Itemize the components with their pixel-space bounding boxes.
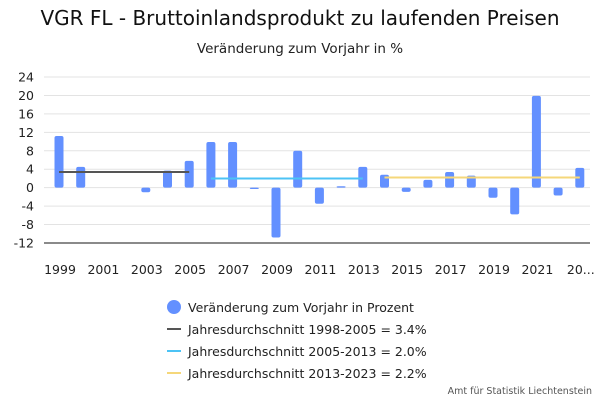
- y-tick-label: 8: [26, 143, 34, 158]
- bar-1999: [54, 136, 64, 188]
- bar-2007: [228, 142, 238, 188]
- legend-item-bars[interactable]: Veränderung zum Vorjahr in Prozent: [166, 296, 427, 318]
- x-tick-label: 2009: [261, 262, 293, 277]
- y-tick-label: 0: [26, 180, 34, 195]
- y-tick-label: 16: [18, 106, 34, 121]
- y-tick-label: 4: [26, 162, 34, 177]
- bar-2017: [445, 171, 455, 188]
- bar-2021: [531, 95, 541, 188]
- bar-2022: [553, 187, 563, 196]
- legend-label: Jahresdurchschnitt 2013-2023 = 2.2%: [188, 365, 427, 381]
- bar-2011: [314, 187, 324, 204]
- chart-subtitle: Veränderung zum Vorjahr in %: [196, 41, 404, 57]
- bar-2012: [336, 186, 346, 188]
- bar-2018: [466, 175, 476, 188]
- legend-label: Jahresdurchschnitt 2005-2013 = 2.0%: [188, 343, 427, 359]
- chart-title: VGR FL - Bruttoinlandsprodukt zu laufend…: [40, 6, 560, 30]
- y-tick-label: 24: [18, 70, 34, 85]
- bar-2010: [293, 150, 303, 188]
- bar-2013: [358, 166, 368, 188]
- bar-2005: [184, 160, 194, 188]
- y-tick-label: -8: [22, 217, 35, 232]
- x-tick-label: 2007: [218, 262, 250, 277]
- legend: Veränderung zum Vorjahr in Prozent Jahre…: [166, 296, 427, 384]
- legend-item-avg-2013-2023[interactable]: Jahresdurchschnitt 2013-2023 = 2.2%: [166, 362, 427, 384]
- x-tick-label: 2015: [391, 262, 423, 277]
- legend-item-avg-1998-2005[interactable]: Jahresdurchschnitt 1998-2005 = 3.4%: [166, 318, 427, 340]
- legend-label: Jahresdurchschnitt 1998-2005 = 3.4%: [188, 321, 427, 337]
- bar-2003: [141, 187, 151, 193]
- legend-dot-icon: [166, 299, 182, 315]
- x-tick-label: 2019: [478, 262, 510, 277]
- x-tick-label: 2017: [435, 262, 467, 277]
- x-tick-label: 2003: [131, 262, 163, 277]
- legend-label: Veränderung zum Vorjahr in Prozent: [188, 299, 414, 315]
- bar-2008: [249, 187, 259, 190]
- x-tick-label: 2013: [348, 262, 380, 277]
- legend-item-avg-2005-2013[interactable]: Jahresdurchschnitt 2005-2013 = 2.0%: [166, 340, 427, 362]
- legend-line-icon: [166, 343, 182, 359]
- bar-2009: [271, 187, 281, 238]
- legend-line-icon: [166, 321, 182, 337]
- y-tick-label: -12: [14, 236, 34, 251]
- bar-2006: [206, 142, 216, 188]
- y-tick-label: 20: [18, 88, 34, 103]
- bar-chart: 24 20 16 12 8 4 0 -4 -8 -12 1999 2001 2003 2005 2007 20…: [14, 70, 595, 278]
- bar-2016: [423, 179, 433, 188]
- x-tick-label: 1999: [44, 262, 76, 277]
- x-tick-label: 2005: [174, 262, 206, 277]
- x-tick-label: 2021: [521, 262, 553, 277]
- legend-line-icon: [166, 365, 182, 381]
- bar-2019: [488, 187, 498, 198]
- y-tick-label: -4: [22, 199, 35, 214]
- x-tick-label: 2001: [87, 262, 119, 277]
- bar-2000: [76, 166, 86, 188]
- source-credit: Amt für Statistik Liechtenstein: [447, 386, 592, 397]
- bar-2004: [163, 170, 172, 188]
- bar-2015: [401, 187, 411, 192]
- x-tick-label: 2011: [304, 262, 336, 277]
- x-tick-label: 20...: [567, 262, 595, 277]
- y-tick-label: 12: [18, 125, 34, 140]
- bar-2020: [510, 187, 520, 215]
